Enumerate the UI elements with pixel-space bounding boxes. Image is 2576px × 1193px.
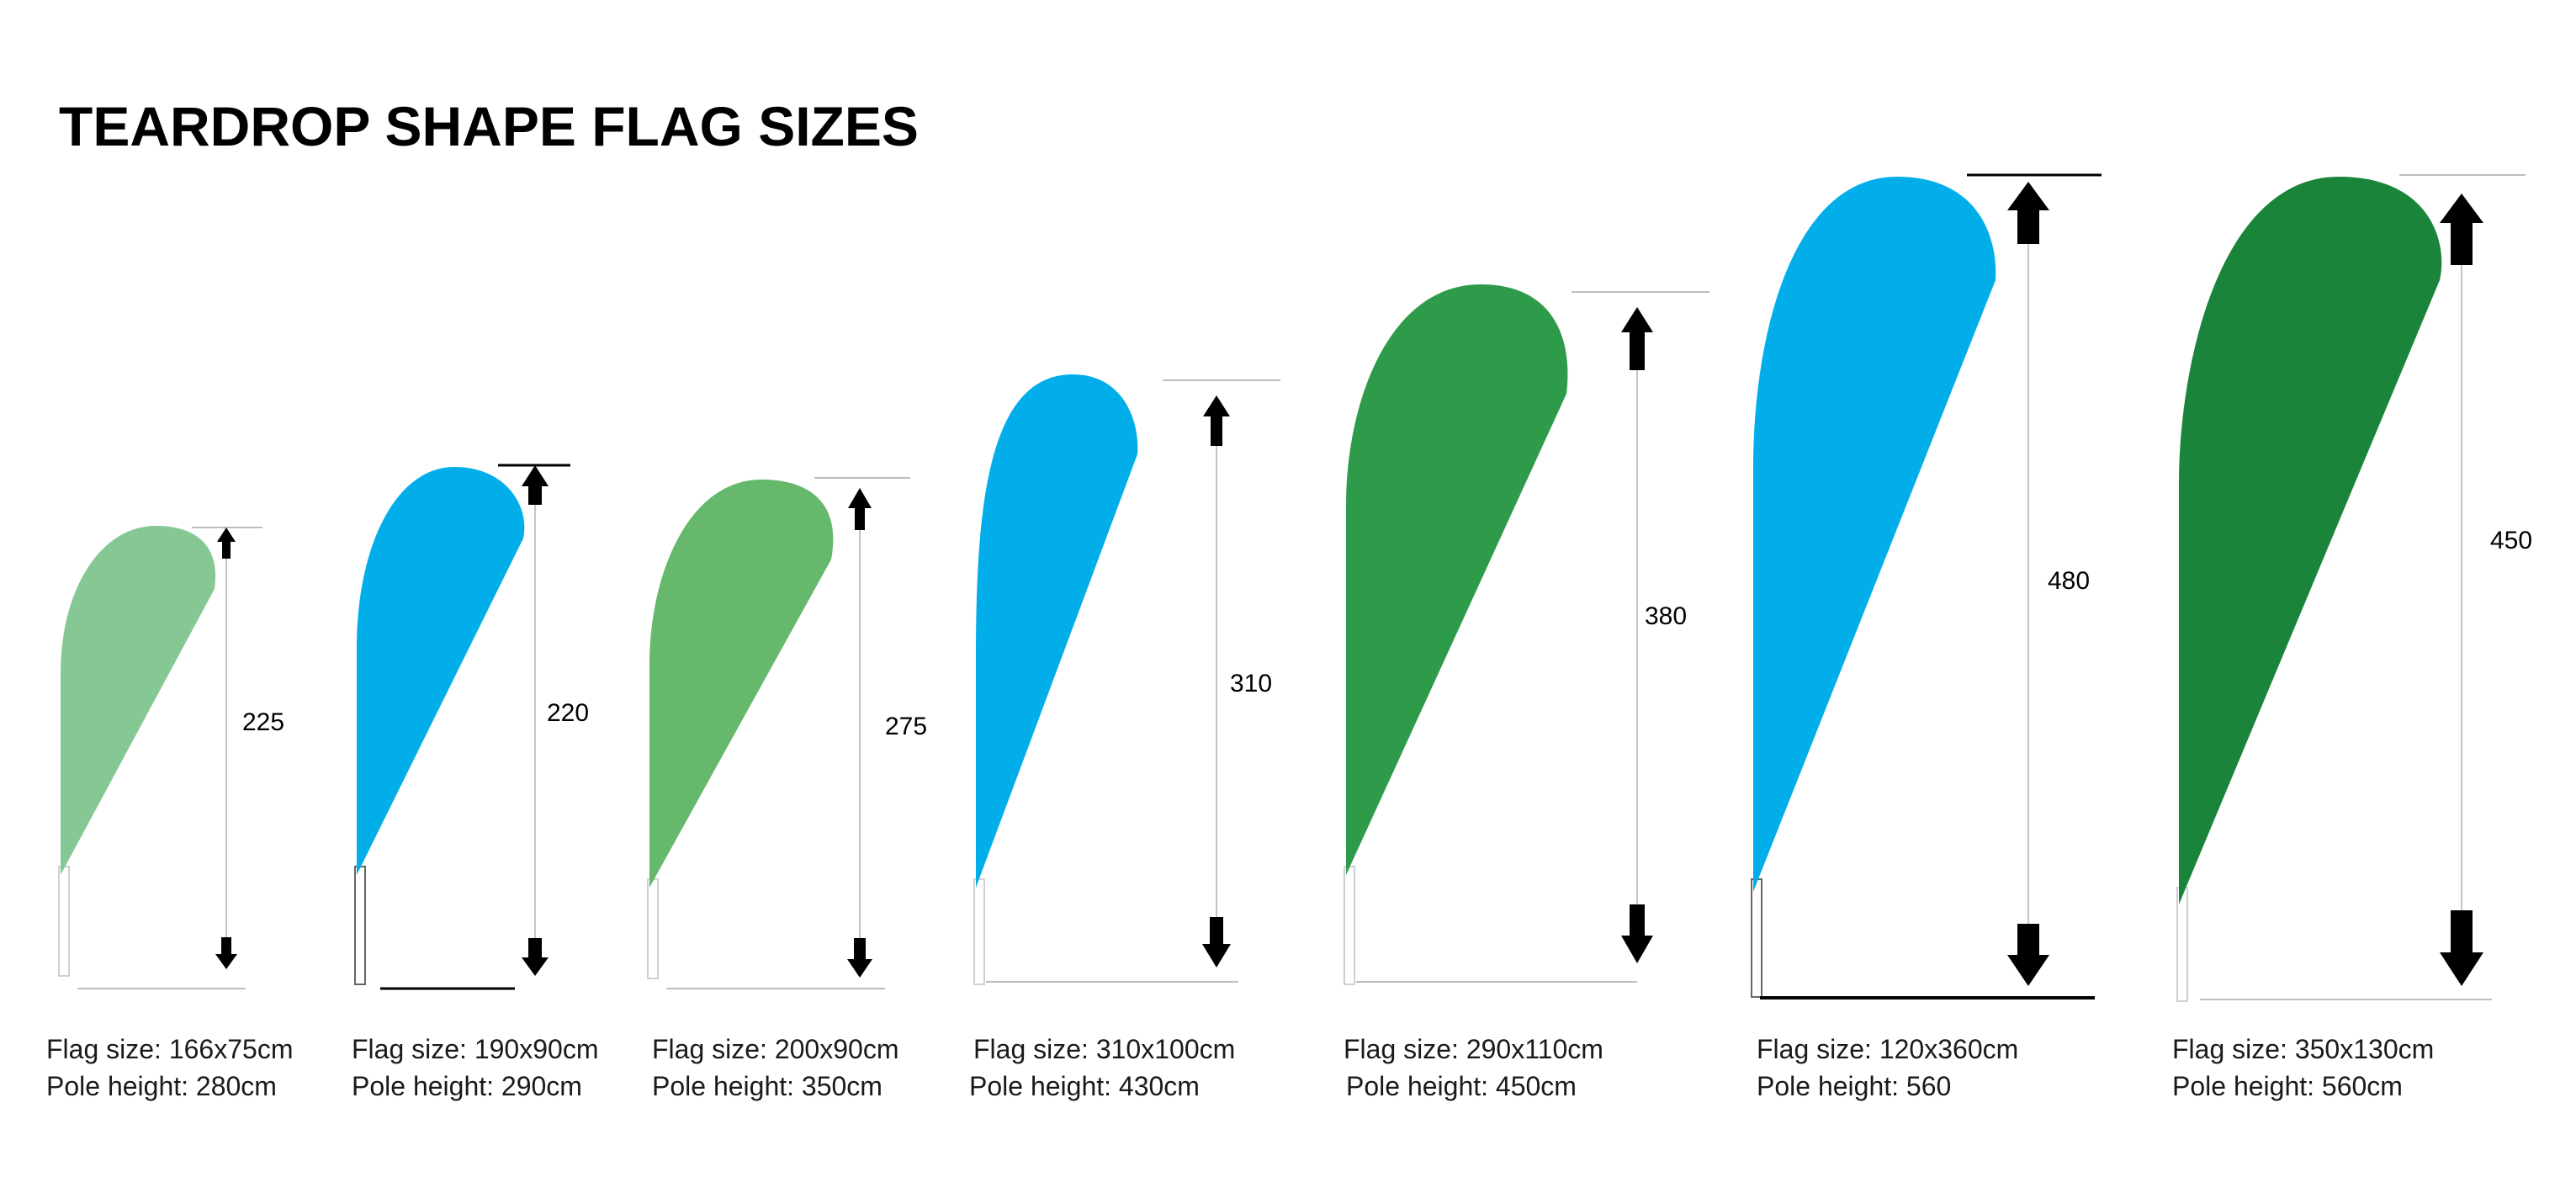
flag-4-size-caption: Flag size: 310x100cm <box>973 1034 1235 1064</box>
flag-7-size-caption: Flag size: 350x130cm <box>2172 1034 2434 1064</box>
flag-1-pole-caption: Pole height: 280cm <box>46 1071 277 1101</box>
flag-7-pole <box>2176 887 2188 1002</box>
flag-3-banner <box>649 480 834 888</box>
flag-5-pole-caption: Pole height: 450cm <box>1346 1071 1577 1101</box>
flag-3-arrow-up <box>848 488 872 530</box>
flag-1-arrow-down <box>215 937 237 969</box>
flag-7-arrow-up <box>2440 194 2483 265</box>
flag-1-size-caption: Flag size: 166x75cm <box>46 1034 293 1064</box>
flag-2: 220 Flag size: 190x90cm Pole height: 290… <box>352 464 598 1101</box>
flag-7: 450 Flag size: 350x130cm Pole height: 56… <box>2172 174 2532 1101</box>
flag-6-height-label: 480 <box>2048 567 2090 595</box>
flag-5-size-caption: Flag size: 290x110cm <box>1344 1034 1603 1064</box>
flag-5-arrow-up <box>1621 307 1653 370</box>
flag-6-arrow-up <box>2007 182 2049 244</box>
flag-4-arrow-down <box>1202 917 1231 968</box>
flag-2-size-caption: Flag size: 190x90cm <box>352 1034 598 1064</box>
page-title: TEARDROP SHAPE FLAG SIZES <box>59 95 919 157</box>
flag-5-arrow-down <box>1621 904 1653 963</box>
flag-6-pole-caption: Pole height: 560 <box>1757 1071 1951 1101</box>
flag-4-height-label: 310 <box>1230 670 1272 697</box>
flag-4-pole-caption: Pole height: 430cm <box>969 1071 1200 1101</box>
flag-3: 275 Flag size: 200x90cm Pole height: 350… <box>647 477 927 1101</box>
flag-5-height-label: 380 <box>1645 602 1687 630</box>
flag-1-arrow-up <box>217 528 236 559</box>
flag-5: 380 Flag size: 290x110cm Pole height: 45… <box>1344 284 1709 1101</box>
flag-2-arrow-up <box>522 465 549 505</box>
flag-1-height-label: 225 <box>242 708 284 736</box>
flag-6-size-caption: Flag size: 120x360cm <box>1757 1034 2018 1064</box>
flag-3-pole-caption: Pole height: 350cm <box>652 1071 883 1101</box>
flag-3-arrow-down <box>847 938 872 978</box>
flag-2-pole <box>354 866 366 985</box>
flag-6-pole <box>1751 878 1762 998</box>
flag-5-pole <box>1344 866 1355 985</box>
flag-6: 480 Flag size: 120x360cm Pole height: 56… <box>1751 173 2102 1101</box>
flag-4-banner <box>976 374 1138 888</box>
flag-2-pole-caption: Pole height: 290cm <box>352 1071 582 1101</box>
flag-2-height-label: 220 <box>547 699 589 727</box>
flag-3-pole <box>647 878 659 979</box>
flag-6-banner <box>1753 177 1996 892</box>
flag-2-arrow-down <box>522 938 549 976</box>
flag-1-pole <box>58 866 70 977</box>
flag-4-pole <box>973 878 985 985</box>
flag-7-banner <box>2179 177 2442 904</box>
flag-7-pole-caption: Pole height: 560cm <box>2172 1071 2403 1101</box>
flag-7-height-label: 450 <box>2490 527 2532 554</box>
flag-1-banner <box>61 526 216 875</box>
flag-3-height-label: 275 <box>885 713 927 740</box>
flag-4-arrow-up <box>1203 395 1230 446</box>
flag-3-size-caption: Flag size: 200x90cm <box>652 1034 898 1064</box>
flag-6-arrow-down <box>2007 924 2049 986</box>
flag-5-banner <box>1346 284 1568 875</box>
flag-7-arrow-down <box>2440 910 2483 986</box>
flag-4: 310 Flag size: 310x100cm Pole height: 43… <box>969 374 1280 1101</box>
flag-2-banner <box>357 467 525 875</box>
flag-1: 225 Flag size: 166x75cm Pole height: 280… <box>46 526 293 1101</box>
